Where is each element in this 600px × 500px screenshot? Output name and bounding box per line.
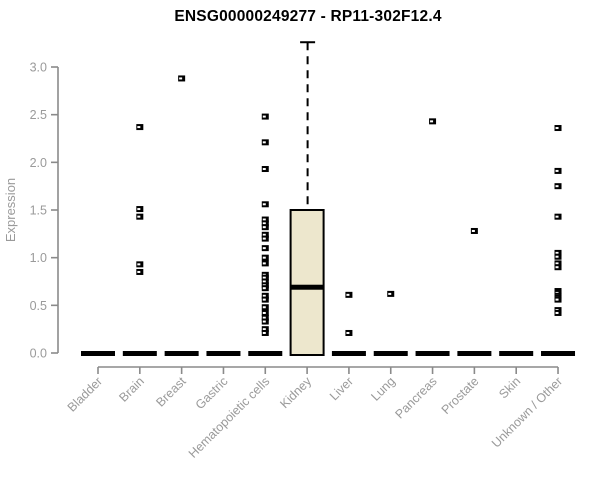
- outlier-point-notch: [262, 115, 266, 118]
- x-tick-label: Bladder: [65, 374, 105, 414]
- zero-bar: [331, 351, 366, 356]
- box-group-hematopoietic-cells: [248, 113, 283, 356]
- outlier-point-notch: [262, 256, 266, 259]
- box-group-bladder: [81, 351, 115, 356]
- outlier-point-notch: [179, 77, 183, 80]
- outlier-point-notch: [555, 251, 559, 254]
- outlier-point-notch: [262, 294, 266, 297]
- outlier-point-notch: [555, 185, 559, 188]
- box-group-lung: [373, 290, 408, 356]
- zero-bar: [457, 351, 492, 356]
- outlier-point-notch: [262, 287, 266, 290]
- x-tick-label: Lung: [368, 374, 398, 404]
- outlier-point-notch: [262, 203, 266, 206]
- outlier-point-notch: [137, 270, 141, 273]
- outlier-point-notch: [388, 292, 392, 295]
- outlier-point-notch: [262, 298, 266, 301]
- outlier-point-notch: [262, 328, 266, 331]
- outlier-point-notch: [137, 126, 141, 129]
- outlier-point-notch: [262, 233, 266, 236]
- x-tick-label: Skin: [496, 374, 523, 401]
- outlier-point-notch: [262, 218, 266, 221]
- median-line: [290, 284, 324, 290]
- outlier-point-notch: [555, 255, 559, 258]
- x-tick-label: Unknown / Other: [489, 374, 565, 450]
- outlier-point-notch: [430, 120, 434, 123]
- x-tick-label: Prostate: [439, 374, 482, 417]
- y-axis-title: Expression: [3, 178, 18, 242]
- outlier-point-notch: [555, 266, 559, 269]
- zero-bar: [206, 351, 241, 356]
- x-tick-label: Breast: [153, 374, 189, 410]
- outlier-point-notch: [262, 222, 266, 225]
- zero-bar: [164, 351, 199, 356]
- x-tick-label: Liver: [327, 374, 356, 403]
- outlier-point-notch: [137, 208, 141, 211]
- outlier-point-notch: [262, 237, 266, 240]
- outlier-point-notch: [471, 229, 475, 232]
- outlier-point-notch: [262, 168, 266, 171]
- zero-bar: [122, 351, 157, 356]
- x-tick-label: Brain: [116, 374, 147, 405]
- outlier-point-notch: [262, 331, 266, 334]
- box-rect: [289, 209, 325, 356]
- box-group-brain: [122, 124, 157, 356]
- outlier-point-notch: [346, 331, 350, 334]
- box-group-kidney: [289, 41, 325, 356]
- outlier-point-notch: [555, 298, 559, 301]
- outlier-point-notch: [137, 215, 141, 218]
- x-tick-label: Pancreas: [392, 374, 439, 421]
- zero-bar: [248, 351, 283, 356]
- zero-bar: [373, 351, 408, 356]
- box-group-prostate: [457, 227, 492, 356]
- box-group-breast: [164, 75, 199, 356]
- outlier-point-notch: [555, 169, 559, 172]
- outlier-point-notch: [346, 293, 350, 296]
- y-tick-label: 2.5: [30, 108, 47, 122]
- zero-bar: [415, 351, 450, 356]
- outlier-point-notch: [262, 262, 266, 265]
- box-group-skin: [499, 351, 534, 356]
- box-group-gastric: [206, 351, 241, 356]
- box-group-pancreas: [415, 118, 450, 356]
- y-tick-label: 3.0: [30, 61, 47, 75]
- box-group-unknown-other: [541, 125, 576, 356]
- y-tick-label: 2.0: [30, 156, 47, 170]
- outlier-point-notch: [555, 215, 559, 218]
- outlier-point-notch: [262, 320, 266, 323]
- y-tick-label: 0.5: [30, 299, 47, 313]
- outlier-point-notch: [262, 306, 266, 309]
- outlier-point-notch: [262, 311, 266, 314]
- outlier-point-notch: [555, 311, 559, 314]
- y-tick-label: 0.0: [30, 347, 47, 361]
- outlier-point-notch: [555, 127, 559, 130]
- zero-bar: [499, 351, 534, 356]
- chart-title: ENSG00000249277 - RP11-302F12.4: [174, 8, 442, 25]
- x-tick-label: Kidney: [277, 374, 314, 411]
- outlier-point-notch: [137, 263, 141, 266]
- zero-bar: [81, 351, 115, 356]
- x-tick-label: Hematopoietic cells: [186, 374, 273, 461]
- outlier-point-notch: [262, 226, 266, 229]
- outlier-point-notch: [262, 280, 266, 283]
- x-tick-label: Gastric: [193, 374, 231, 412]
- y-tick-label: 1.0: [30, 251, 47, 265]
- outlier-point-notch: [262, 247, 266, 250]
- outlier-point-notch: [262, 276, 266, 279]
- box-group-liver: [331, 291, 366, 356]
- outlier-point-notch: [262, 316, 266, 319]
- y-tick-label: 1.5: [30, 204, 47, 218]
- outlier-point-notch: [262, 141, 266, 144]
- outlier-point-notch: [555, 262, 559, 265]
- zero-bar: [541, 351, 576, 356]
